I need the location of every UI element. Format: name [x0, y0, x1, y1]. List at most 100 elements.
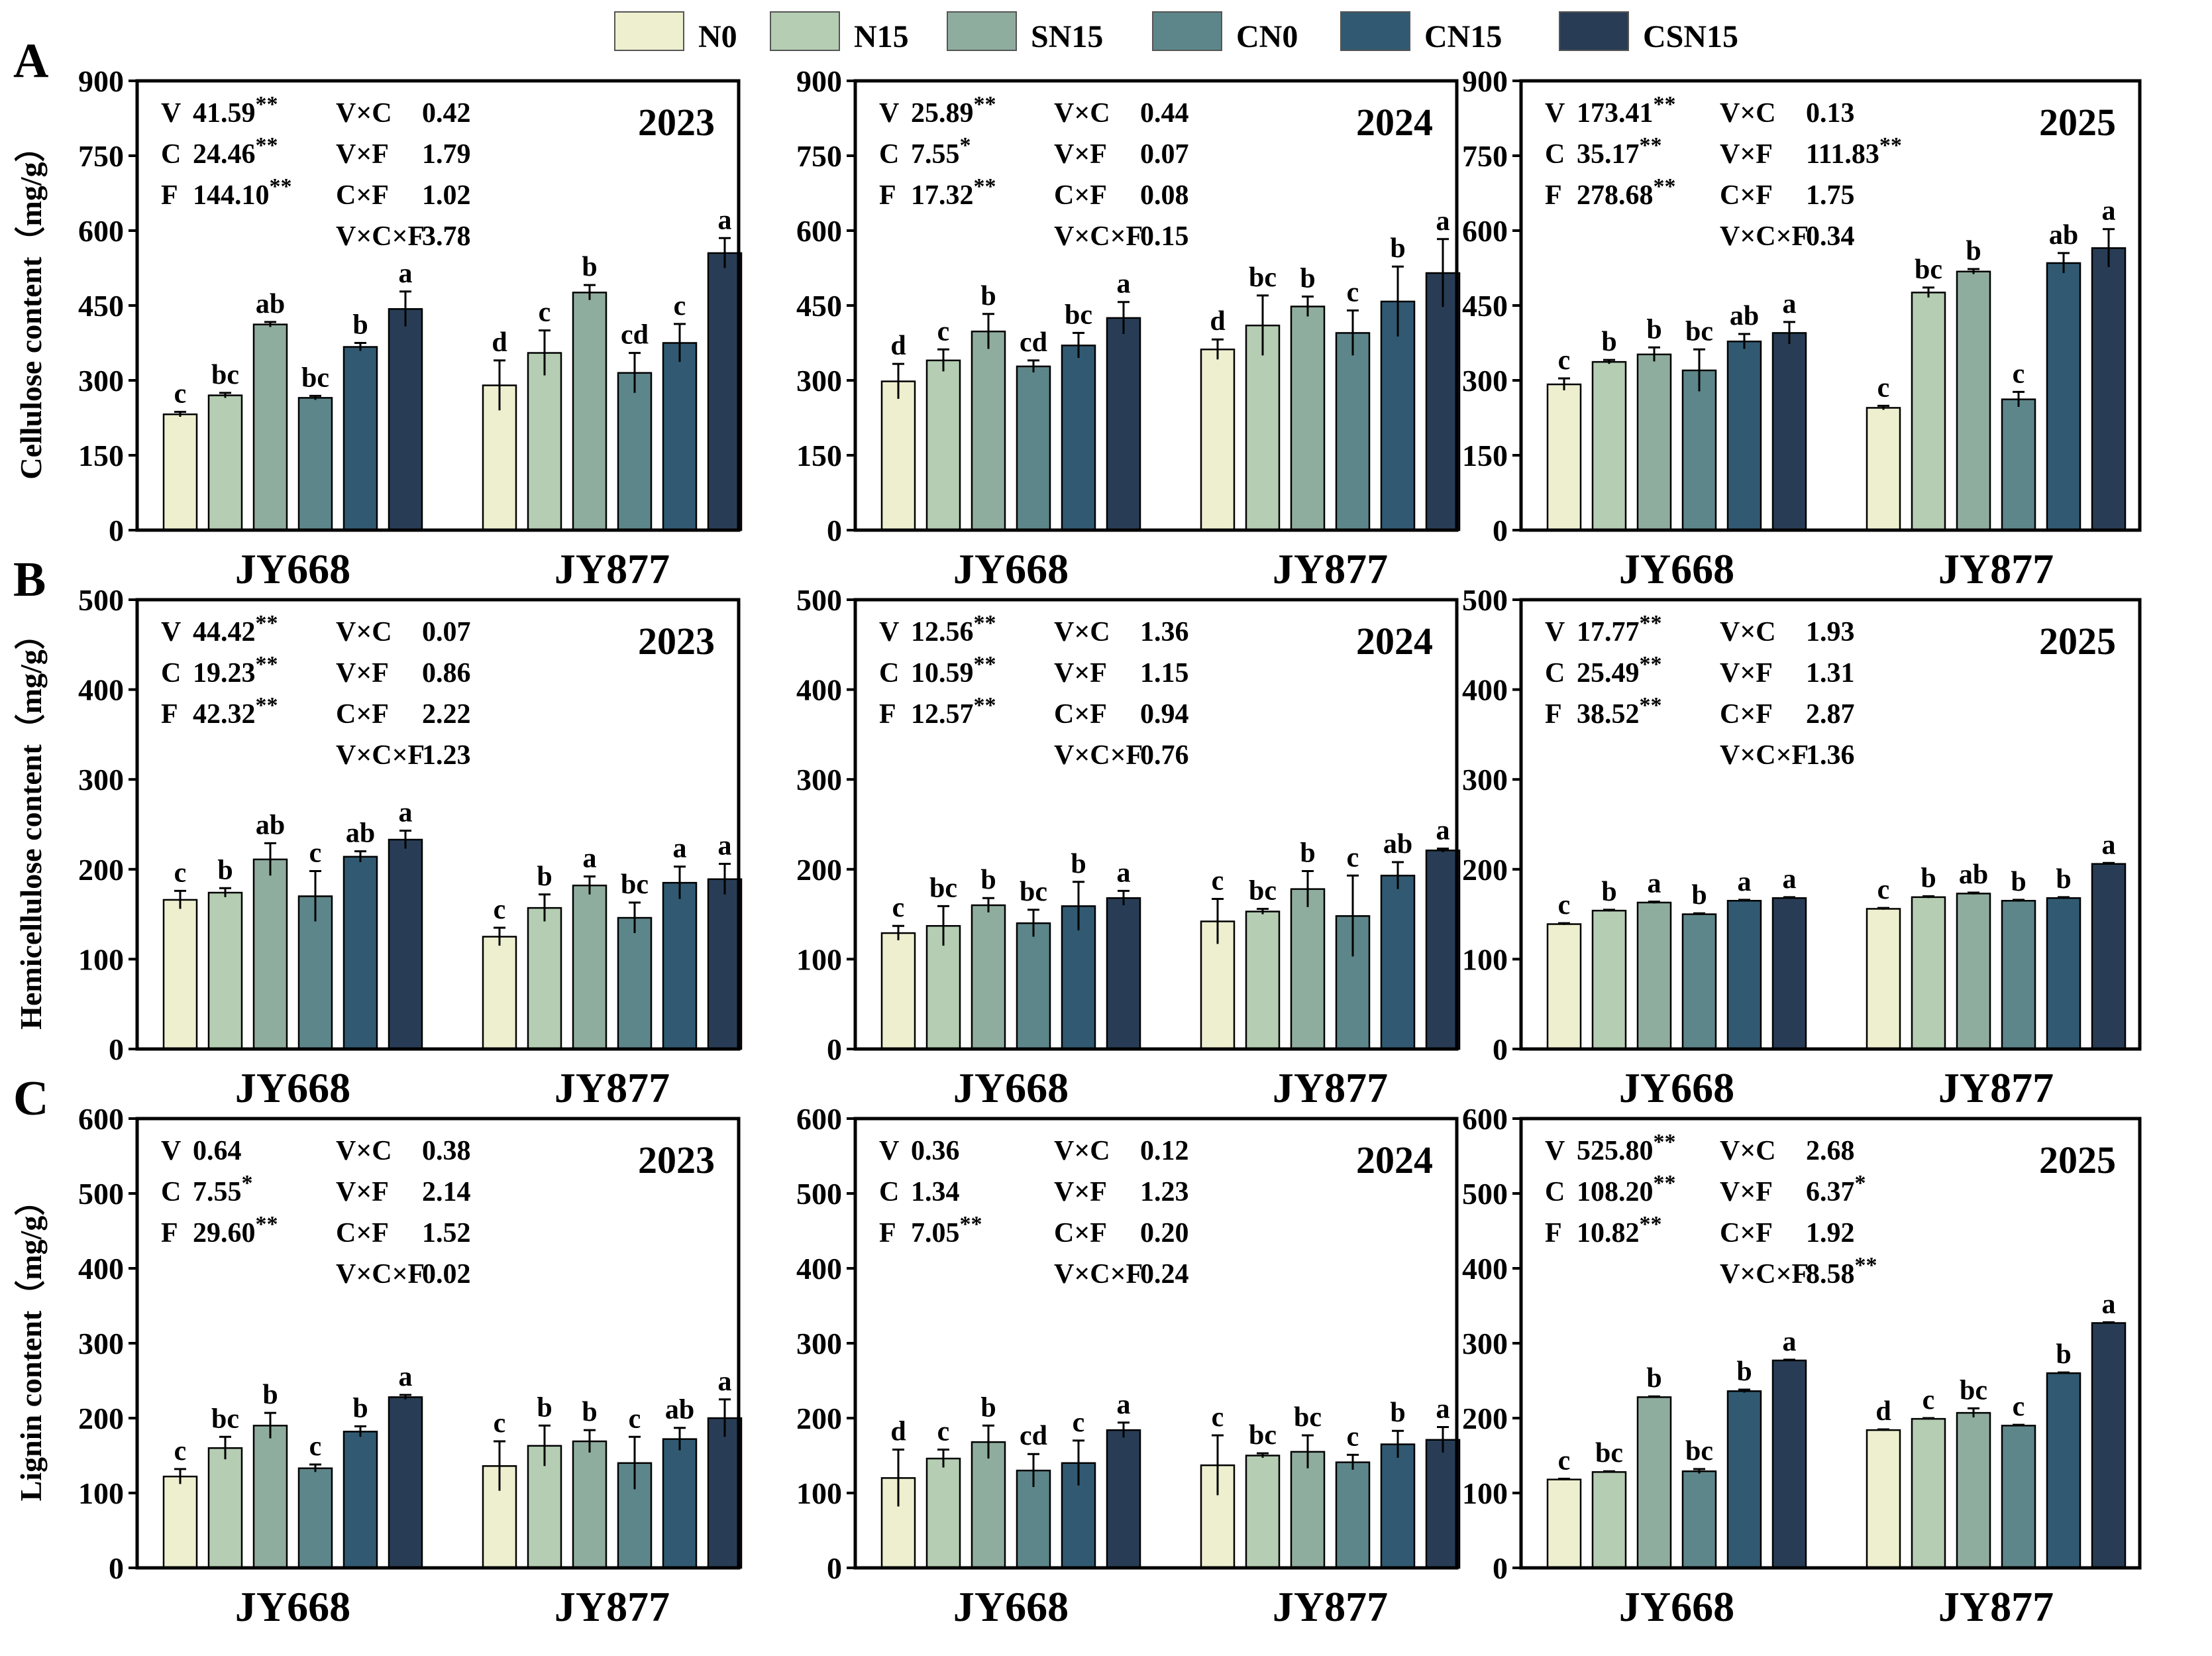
significance-letter: bc [211, 1404, 239, 1434]
stat-v: V 12.56** [879, 611, 996, 647]
significance-letter: a [1436, 1394, 1450, 1425]
bar-n15-jy668 [1591, 1471, 1627, 1569]
x-category-label: JY668 [1619, 1583, 1734, 1630]
stat-vxf: V×F 1.79 [336, 139, 471, 170]
significance-letter: a [399, 1362, 413, 1392]
stat-value: 1.36 [1806, 740, 1855, 771]
significance-letter: bc [1294, 1402, 1322, 1433]
bar-csn15-jy877 [2091, 247, 2127, 531]
stat-vxcxf: V×C×F0.34 [1720, 221, 1855, 252]
stat-vxf: V×F 6.37* [1720, 1171, 1866, 1207]
stat-label: V×C×F [1054, 221, 1143, 252]
y-tick-label: 150 [78, 439, 124, 472]
stat-value: 35.17** [1577, 133, 1662, 170]
y-tick-label: 0 [827, 514, 842, 547]
stat-value: 24.46** [193, 133, 278, 170]
stat-value: 0.42 [422, 98, 471, 129]
bar-cn15-jy877 [1380, 1443, 1416, 1569]
bar-csn15-jy877 [707, 878, 743, 1050]
significance-letter: b [980, 865, 996, 895]
bar-csn15-jy877 [707, 1417, 743, 1569]
stat-value: 278.68** [1577, 174, 1676, 211]
x-category-label: JY668 [235, 1064, 350, 1111]
legend-label: CN15 [1424, 19, 1502, 54]
x-category-label: JY668 [235, 1583, 350, 1630]
significance-letter: a [399, 258, 413, 289]
significance-mark: * [1855, 1171, 1866, 1195]
x-category-label: JY668 [953, 545, 1069, 592]
panel-year: 2023 [638, 620, 715, 663]
panel-letter-b: B [13, 553, 46, 607]
stat-vxcxf: V×C×F0.24 [1054, 1259, 1189, 1290]
stat-value: 42.32** [193, 693, 278, 730]
bar-n0-jy877 [1866, 908, 1901, 1050]
significance-letter: ab [1730, 301, 1759, 331]
x-category-label: JY877 [1273, 1583, 1388, 1630]
stat-c: C 7.55* [161, 1171, 253, 1207]
stat-label: V [161, 1136, 181, 1166]
stat-value: 173.41** [1577, 92, 1676, 129]
significance-letter: bc [929, 873, 957, 903]
significance-letter: b [1071, 849, 1086, 879]
bar-n15-jy668 [925, 359, 961, 531]
stat-f: F 12.57** [879, 693, 996, 730]
bar-csn15-jy668 [1106, 1429, 1141, 1569]
bar-sn15-jy668 [971, 330, 1006, 531]
bar-csn15-jy668 [1771, 1359, 1807, 1569]
significance-letter: c [1922, 1385, 1935, 1415]
stat-value: 144.10** [193, 174, 292, 211]
bar-n15-jy877 [1245, 1455, 1281, 1569]
bar-n0-jy668 [880, 932, 916, 1050]
stat-label: V×F [1720, 139, 1773, 170]
bar-csn15-jy668 [388, 838, 423, 1050]
stat-label: V×C [1054, 98, 1110, 129]
stat-label: C×F [336, 180, 389, 211]
y-tick-label: 200 [796, 853, 842, 887]
bar-sn15-jy877 [1956, 1411, 1991, 1569]
stat-label: V×C [336, 98, 392, 129]
significance-letter: cd [1020, 1421, 1047, 1451]
stat-value: 38.52** [1577, 693, 1662, 730]
bar-n15-jy877 [527, 352, 562, 531]
panel-letter-a: A [13, 34, 48, 88]
bar-cn0-jy668 [297, 1467, 333, 1569]
significance-letter: bc [621, 869, 649, 900]
significance-letter: c [309, 1431, 322, 1462]
bar-csn15-jy668 [1106, 897, 1141, 1050]
stat-vxf: V×F 111.83** [1720, 133, 1902, 170]
stat-label: C×F [336, 699, 389, 730]
significance-mark: ** [960, 1212, 982, 1237]
y-tick-label: 750 [78, 139, 124, 173]
significance-letter: c [2013, 359, 2025, 389]
stat-cxf: C×F 2.87 [1720, 699, 1855, 730]
significance-mark: ** [1654, 174, 1676, 199]
stat-vxf: V×F 1.15 [1054, 658, 1189, 689]
significance-mark: ** [1654, 1130, 1676, 1154]
stat-label: V×C×F [1720, 740, 1809, 771]
significance-letter: bc [1595, 1438, 1623, 1468]
significance-letter: c [674, 291, 686, 321]
bar-sn15-jy877 [1956, 270, 1991, 531]
stat-vxc: V×C 0.44 [1054, 98, 1189, 129]
stat-f: F 144.10** [161, 174, 292, 211]
y-tick-label: 400 [1462, 1252, 1508, 1286]
stat-label: C [161, 658, 181, 689]
stat-value: 17.77** [1577, 611, 1662, 647]
bar-n15-jy668 [207, 891, 243, 1050]
panel-year: 2023 [638, 1138, 715, 1182]
significance-letter: c [1347, 1421, 1359, 1452]
significance-mark: ** [256, 652, 278, 677]
stat-v: V 0.36 [879, 1136, 960, 1166]
bar-n0-jy668 [880, 380, 916, 531]
y-tick-label: 900 [1462, 64, 1508, 98]
bar-csn15-jy668 [388, 1396, 423, 1569]
y-tick-label: 0 [827, 1551, 842, 1585]
bar-sn15-jy877 [572, 884, 607, 1050]
significance-mark: ** [256, 92, 278, 117]
bar-cn15-jy877 [2046, 1372, 2081, 1569]
bar-csn15-jy668 [1771, 897, 1807, 1050]
bar-n0-jy877 [1866, 1429, 1901, 1569]
stat-f: F 38.52** [1545, 693, 1662, 730]
significance-letter: bc [1249, 1420, 1277, 1451]
